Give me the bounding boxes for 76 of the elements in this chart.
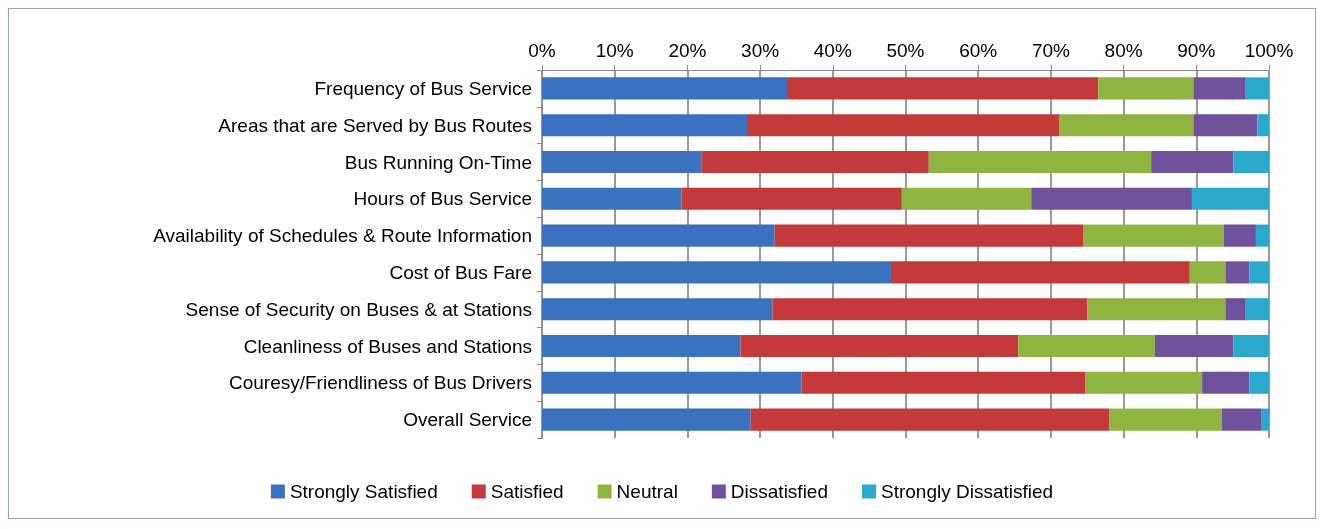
bar xyxy=(1255,224,1269,247)
x-tick-label: 100% xyxy=(1244,40,1294,61)
x-tick-label: 30% xyxy=(741,40,780,61)
bar xyxy=(542,187,682,210)
bar xyxy=(901,187,1032,210)
bar xyxy=(681,187,902,210)
bar xyxy=(1151,150,1234,174)
bar xyxy=(542,114,748,137)
bar xyxy=(787,77,1099,100)
x-tick-label: 10% xyxy=(595,40,634,61)
y-tick-label: Cost of Bus Fare xyxy=(389,261,532,283)
x-tick-label: 40% xyxy=(813,40,852,61)
bar xyxy=(1257,114,1269,137)
x-tick-label: 0% xyxy=(528,40,556,61)
bar xyxy=(1233,150,1269,174)
x-tick-label: 90% xyxy=(1177,40,1216,61)
bar xyxy=(1085,371,1203,394)
bar xyxy=(1083,224,1224,247)
x-tick-label: 50% xyxy=(886,40,925,61)
bar xyxy=(1018,334,1155,358)
bar xyxy=(1031,187,1192,210)
bar xyxy=(1189,261,1226,284)
bar xyxy=(1245,77,1269,100)
bar xyxy=(747,114,1060,137)
bar xyxy=(542,298,773,321)
bar xyxy=(542,77,787,100)
x-tick-label: 70% xyxy=(1031,40,1071,61)
y-tick-label: Cleanliness of Buses and Stations xyxy=(243,335,532,357)
bar xyxy=(542,261,891,284)
y-tick-label: Couresy/Friendliness of Bus Drivers xyxy=(228,372,532,394)
bar xyxy=(1225,261,1250,284)
x-tick-label: 80% xyxy=(1104,40,1143,61)
legend-label: Dissatisfied xyxy=(730,481,829,502)
bar xyxy=(1087,298,1226,321)
bar xyxy=(1191,187,1269,210)
bar xyxy=(1245,298,1269,321)
bar xyxy=(928,150,1152,174)
bar xyxy=(542,150,702,174)
bar xyxy=(542,224,775,247)
bar xyxy=(1059,114,1194,137)
bar xyxy=(701,150,929,174)
x-tick-label: 20% xyxy=(668,40,707,61)
legend-label: Neutral xyxy=(616,481,678,502)
bar xyxy=(772,298,1088,321)
legend-label: Strongly Dissatisfied xyxy=(881,481,1054,502)
bar xyxy=(740,334,1019,358)
bar xyxy=(542,334,741,358)
y-tick-label: Bus Running On-Time xyxy=(344,151,532,173)
legend-label: Strongly Satisfied xyxy=(289,481,438,502)
bar xyxy=(1098,77,1194,100)
bar xyxy=(1193,114,1258,137)
y-tick-label: Areas that are Served by Bus Routes xyxy=(218,114,532,136)
bar xyxy=(1154,334,1234,358)
bar xyxy=(1249,261,1269,284)
bar xyxy=(1202,371,1250,394)
bar xyxy=(1193,77,1246,100)
x-tick-label: 60% xyxy=(959,40,998,61)
y-tick-label: Frequency of Bus Service xyxy=(314,77,532,99)
bar xyxy=(1261,408,1269,431)
bar xyxy=(542,371,802,394)
bar xyxy=(1109,408,1222,431)
bar xyxy=(750,408,1110,431)
bar xyxy=(542,408,751,431)
y-tick-label: Sense of Security on Buses & at Stations xyxy=(185,298,532,320)
bar xyxy=(774,224,1084,247)
y-tick-label: Hours of Bus Service xyxy=(353,188,532,210)
y-tick-label: Availability of Schedules & Route Information xyxy=(153,225,532,247)
bar xyxy=(1225,298,1246,321)
bar xyxy=(1221,408,1261,431)
bar xyxy=(1233,334,1269,358)
bar xyxy=(890,261,1190,284)
bar xyxy=(801,371,1086,394)
y-tick-label: Overall Service xyxy=(403,409,532,431)
bar xyxy=(1223,224,1256,247)
bar xyxy=(1249,371,1269,394)
legend-label: Satisfied xyxy=(490,481,564,502)
